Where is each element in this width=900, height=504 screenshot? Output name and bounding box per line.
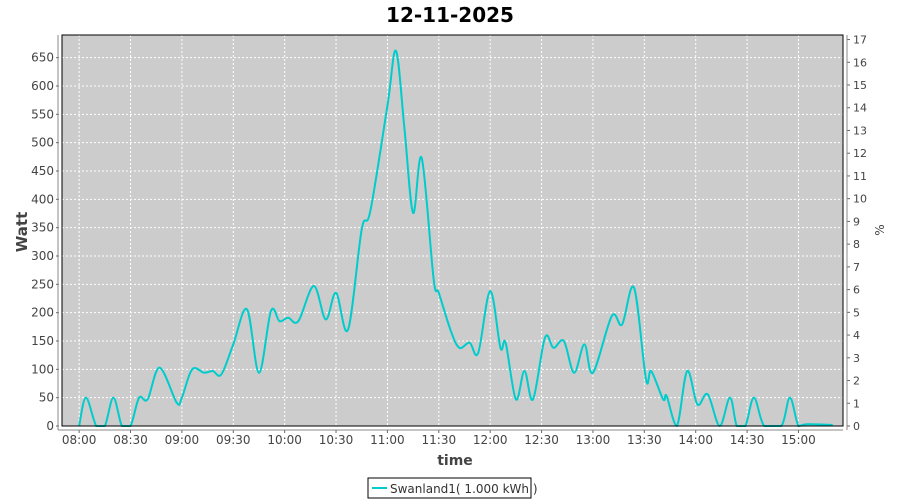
y2-tick-label: 4 <box>853 329 860 342</box>
x-tick-label: 12:00 <box>473 433 508 447</box>
y-tick-label: 350 <box>31 221 54 235</box>
x-axis-label: time <box>437 453 473 469</box>
x-tick-label: 15:00 <box>781 433 816 447</box>
x-tick-label: 14:00 <box>678 433 713 447</box>
series-line <box>78 49 833 428</box>
legend-box <box>367 477 532 499</box>
y2-tick-label: 7 <box>853 261 860 274</box>
plot-area <box>61 34 844 427</box>
y2-tick-label: 2 <box>853 375 860 388</box>
y2-tick-label: 8 <box>853 238 860 251</box>
y2-tick-label: 6 <box>853 284 860 297</box>
plot-border <box>61 34 844 427</box>
y2-tick-label: 10 <box>853 193 867 206</box>
chart-title: 12-11-2025 <box>386 3 514 27</box>
x-tick-label: 11:00 <box>370 433 405 447</box>
y2-tick-label: 14 <box>853 102 867 115</box>
y2-tick-label: 13 <box>853 124 867 137</box>
x-tick-label: 10:30 <box>319 433 354 447</box>
y-tick-label: 50 <box>39 391 54 405</box>
y-tick-label: 100 <box>31 362 54 376</box>
y2-axis-label: % <box>873 224 887 235</box>
x-tick-label: 14:30 <box>730 433 765 447</box>
y-tick-label: 500 <box>31 136 54 150</box>
y2-tick-label: 5 <box>853 306 860 319</box>
y2-tick-label: 16 <box>853 56 867 69</box>
y2-tick-label: 11 <box>853 170 867 183</box>
y-tick-label: 0 <box>46 419 54 433</box>
x-tick-label: 08:30 <box>113 433 148 447</box>
y2-tick-label: 3 <box>853 352 860 365</box>
grid <box>62 35 843 426</box>
y-axis-label: Watt <box>13 212 31 252</box>
x-tick-label: 10:00 <box>267 433 302 447</box>
y-tick-label: 550 <box>31 107 54 121</box>
y2-tick-label: 17 <box>853 34 867 47</box>
y-tick-label: 400 <box>31 192 54 206</box>
legend-label: Swanland1( 1.000 kWh ) <box>390 482 538 496</box>
y2-tick-label: 15 <box>853 79 867 92</box>
legend: Swanland1( 1.000 kWh ) <box>367 477 538 499</box>
x-tick-label: 11:30 <box>422 433 457 447</box>
y-tick-label: 200 <box>31 306 54 320</box>
y-tick-label: 300 <box>31 249 54 263</box>
x-tick-label: 13:00 <box>576 433 611 447</box>
x-tick-label: 13:30 <box>627 433 662 447</box>
y-tick-label: 650 <box>31 51 54 65</box>
y2-tick-label: 1 <box>853 397 860 410</box>
y-tick-label: 250 <box>31 277 54 291</box>
y-tick-label: 150 <box>31 334 54 348</box>
y2-tick-label: 9 <box>853 215 860 228</box>
x-tick-label: 09:30 <box>216 433 251 447</box>
x-tick-label: 09:00 <box>165 433 200 447</box>
y2-tick-label: 0 <box>853 420 860 433</box>
x-tick-label: 08:00 <box>62 433 97 447</box>
y-tick-label: 450 <box>31 164 54 178</box>
axes: 08:00 08:30 09:00 09:30 10:00 10:30 11:00 11:30… <box>31 34 867 447</box>
y2-tick-label: 12 <box>853 147 867 160</box>
x-tick-label: 12:30 <box>524 433 559 447</box>
y-tick-label: 600 <box>31 79 54 93</box>
